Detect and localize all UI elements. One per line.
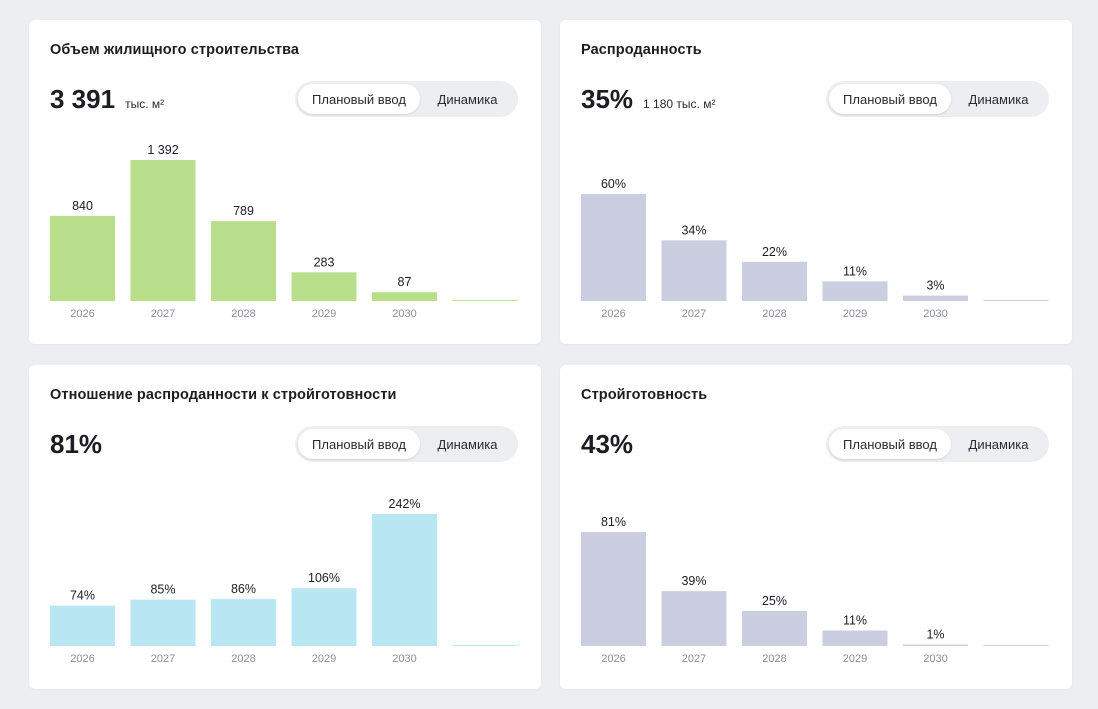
chart-bar[interactable]: [50, 605, 115, 646]
bar-value-label: 1 392: [147, 143, 178, 157]
kpi-row: 43%: [581, 429, 633, 461]
view-toggle: Плановый ввод Динамика: [826, 426, 1049, 462]
bar-chart: 60% 2026 34% 2027 22% 2028 11% 2029 3% 2030: [581, 177, 1049, 320]
x-tick-label: 2029: [843, 653, 867, 665]
chart-bar[interactable]: [372, 514, 437, 646]
chart-bar[interactable]: [661, 240, 727, 301]
x-tick-label: 2027: [682, 653, 706, 665]
x-tick-label: 2026: [70, 308, 94, 320]
bar-value-label: 39%: [681, 574, 706, 588]
kpi-row: 81%: [50, 429, 102, 461]
bar-value-label: 840: [72, 199, 93, 213]
chart-bar[interactable]: [211, 221, 276, 301]
x-tick-label: 2028: [762, 653, 786, 665]
x-tick-label: 2030: [392, 653, 416, 665]
chart-bar[interactable]: [291, 272, 357, 301]
x-tick-label: 2029: [312, 308, 336, 320]
bar-value-label: 283: [314, 255, 335, 269]
chart-bar[interactable]: [983, 300, 1049, 301]
chart-bar[interactable]: [372, 292, 437, 301]
bar-chart: 74% 2026 85% 2027 86% 2028 106% 2029 242% 2030: [50, 497, 518, 665]
dynamics-toggle-button[interactable]: Динамика: [437, 436, 498, 452]
chart-bar[interactable]: [50, 215, 115, 301]
bar-value-label: 60%: [601, 177, 626, 191]
bar-value-label: 86%: [231, 582, 256, 596]
ratio-card: Отношение распроданности к стройготовнос…: [29, 365, 541, 689]
x-tick-label: 2026: [601, 308, 625, 320]
bar-value-label: 74%: [70, 589, 95, 603]
kpi-row: 3 391 тыс. м²: [50, 84, 164, 116]
bar-chart: 81% 2026 39% 2027 25% 2028 11% 2029 1% 2030: [581, 515, 1049, 665]
bar-value-label: 1%: [926, 628, 944, 642]
chart-bar[interactable]: [742, 261, 807, 301]
bar-chart: 840 2026 1 392 2027 789 2028 283 2029 87 2030: [50, 143, 518, 320]
bar-value-label: 22%: [762, 245, 787, 259]
chart-bar[interactable]: [822, 281, 888, 301]
view-toggle: Плановый ввод Динамика: [295, 426, 518, 462]
x-tick-label: 2028: [762, 308, 786, 320]
x-tick-label: 2030: [392, 308, 416, 320]
x-tick-label: 2027: [151, 653, 175, 665]
view-toggle: Плановый ввод Динамика: [826, 81, 1049, 117]
chart-bar[interactable]: [581, 194, 646, 301]
x-tick-label: 2026: [601, 653, 625, 665]
x-tick-label: 2027: [682, 308, 706, 320]
kpi-value: 81%: [50, 429, 103, 459]
bar-value-label: 3%: [926, 279, 944, 293]
dynamics-toggle-button[interactable]: Динамика: [968, 436, 1029, 452]
chart-bar[interactable]: [983, 645, 1049, 646]
bar-value-label: 106%: [308, 571, 340, 585]
volume-card: Объем жилищного строительства 3 391 тыс.…: [29, 20, 541, 344]
chart-bar[interactable]: [903, 644, 968, 646]
chart-bar[interactable]: [903, 295, 968, 301]
x-tick-label: 2028: [231, 653, 255, 665]
bar-value-label: 34%: [681, 223, 706, 237]
kpi-value: 35%: [581, 84, 634, 114]
bar-value-label: 789: [233, 204, 254, 218]
sold-card: Распроданность 35% 1 180 тыс. м² Плановы…: [560, 20, 1072, 344]
card-title: Объем жилищного строительства: [50, 42, 300, 58]
bar-value-label: 11%: [843, 264, 867, 278]
bar-value-label: 25%: [762, 594, 787, 608]
chart-bar[interactable]: [452, 645, 518, 646]
kpi-unit: тыс. м²: [125, 97, 165, 111]
x-tick-label: 2029: [843, 308, 867, 320]
chart-bar[interactable]: [581, 532, 646, 646]
x-tick-label: 2028: [231, 308, 255, 320]
view-toggle: Плановый ввод Динамика: [295, 81, 518, 117]
bar-value-label: 242%: [389, 497, 421, 511]
chart-bar[interactable]: [822, 630, 888, 646]
chart-bar[interactable]: [291, 588, 357, 646]
card-title: Отношение распроданности к стройготовнос…: [50, 387, 397, 403]
planned-toggle-button[interactable]: Плановый ввод: [829, 429, 951, 459]
dynamics-toggle-button[interactable]: Динамика: [437, 91, 498, 107]
kpi-value: 3 391: [50, 84, 116, 114]
planned-toggle-button[interactable]: Плановый ввод: [298, 429, 420, 459]
dynamics-toggle-button[interactable]: Динамика: [968, 91, 1029, 107]
kpi-row: 35% 1 180 тыс. м²: [581, 84, 715, 116]
planned-toggle-button[interactable]: Плановый ввод: [829, 84, 951, 114]
x-tick-label: 2027: [151, 308, 175, 320]
chart-bar[interactable]: [130, 160, 196, 301]
chart-bar[interactable]: [742, 610, 807, 646]
chart-bar[interactable]: [130, 599, 196, 646]
x-tick-label: 2030: [923, 653, 947, 665]
bar-value-label: 81%: [601, 515, 626, 529]
bar-value-label: 87: [398, 275, 412, 289]
planned-toggle-button[interactable]: Плановый ввод: [298, 84, 420, 114]
kpi-unit: 1 180 тыс. м²: [643, 97, 716, 111]
build-card: Стройготовность 43% Плановый ввод Динами…: [560, 365, 1072, 689]
chart-bar[interactable]: [452, 300, 518, 301]
x-tick-label: 2026: [70, 653, 94, 665]
chart-bar[interactable]: [661, 591, 727, 646]
card-title: Распроданность: [581, 42, 702, 58]
kpi-value: 43%: [581, 429, 634, 459]
x-tick-label: 2029: [312, 653, 336, 665]
chart-bar[interactable]: [211, 599, 276, 646]
card-title: Стройготовность: [581, 387, 708, 403]
bar-value-label: 85%: [150, 583, 175, 597]
x-tick-label: 2030: [923, 308, 947, 320]
bar-value-label: 11%: [843, 614, 867, 628]
